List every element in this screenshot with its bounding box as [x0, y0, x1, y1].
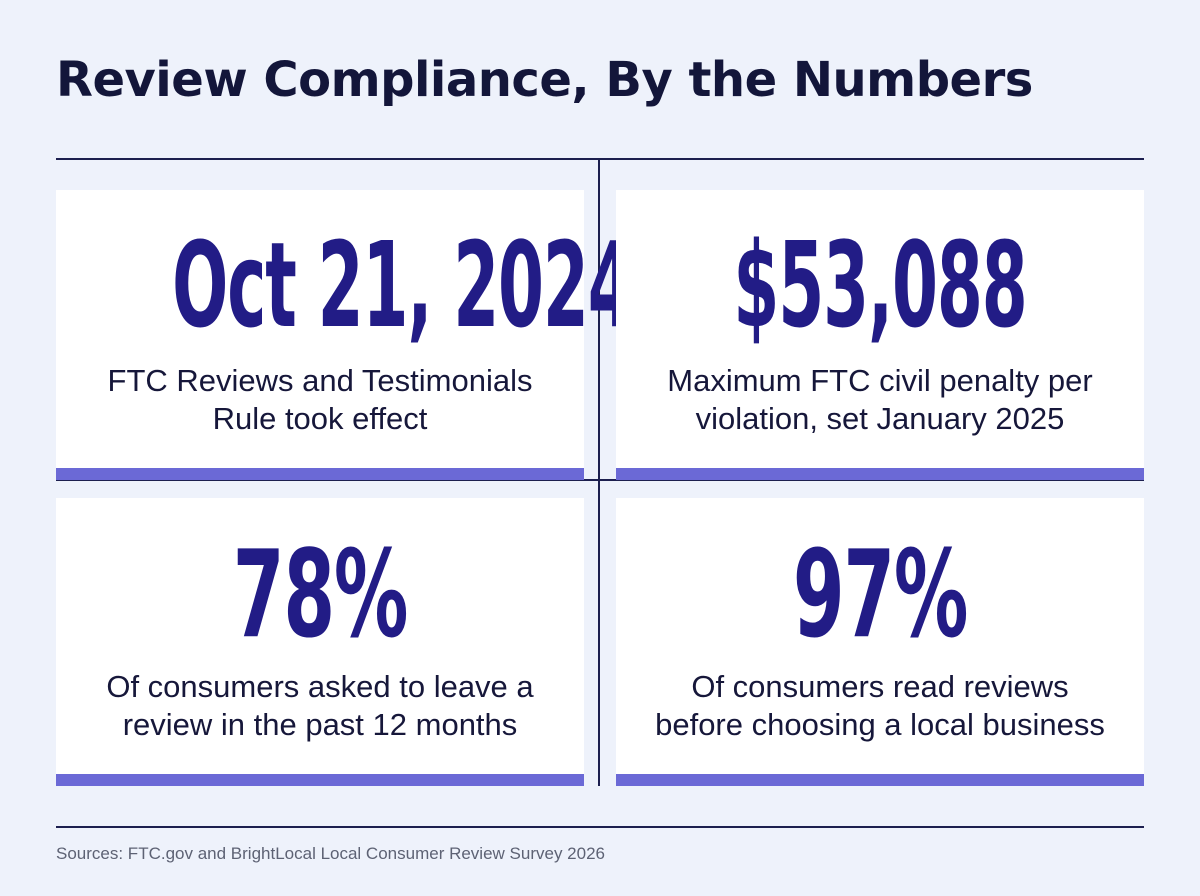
- stat-value: Oct 21, 2024: [172, 216, 634, 354]
- stat-value: $53,088: [733, 216, 1027, 354]
- top-divider: [56, 158, 1144, 160]
- stat-value: 97%: [792, 526, 969, 665]
- stat-description-line: FTC Reviews and Testimonials: [107, 363, 533, 398]
- vertical-divider: [598, 160, 600, 786]
- stat-description-line: Of consumers asked to leave a: [106, 669, 534, 704]
- horizontal-divider: [56, 479, 1144, 481]
- stat-description: FTC Reviews and Testimonials Rule took e…: [76, 362, 564, 438]
- stat-description-line: review in the past 12 months: [122, 707, 518, 742]
- stat-description-line: before choosing a local business: [655, 707, 1105, 742]
- stat-card-effective-date: Oct 21, 2024 FTC Reviews and Testimonial…: [56, 190, 634, 480]
- stat-description-line: violation, set January 2025: [695, 401, 1065, 436]
- stat-description-line: Rule took effect: [212, 401, 428, 436]
- stat-description: Of consumers asked to leave a review in …: [76, 668, 564, 744]
- stat-description-line: Of consumers read reviews: [691, 669, 1069, 704]
- sources-footnote: Sources: FTC.gov and BrightLocal Local C…: [56, 844, 605, 863]
- stat-card-penalty: $53,088 Maximum FTC civil penalty per vi…: [616, 190, 1144, 480]
- stat-description: Maximum FTC civil penalty per violation,…: [636, 362, 1124, 438]
- stat-description-line: Maximum FTC civil penalty per: [667, 363, 1093, 398]
- stat-card-read-reviews: 97% Of consumers read reviews before cho…: [616, 498, 1144, 786]
- page-title: Review Compliance, By the Numbers: [56, 52, 1033, 108]
- stat-card-asked-to-review: 78% Of consumers asked to leave a review…: [56, 498, 584, 786]
- stat-description: Of consumers read reviews before choosin…: [636, 668, 1124, 744]
- stat-value: 78%: [232, 526, 409, 665]
- bottom-divider: [56, 826, 1144, 828]
